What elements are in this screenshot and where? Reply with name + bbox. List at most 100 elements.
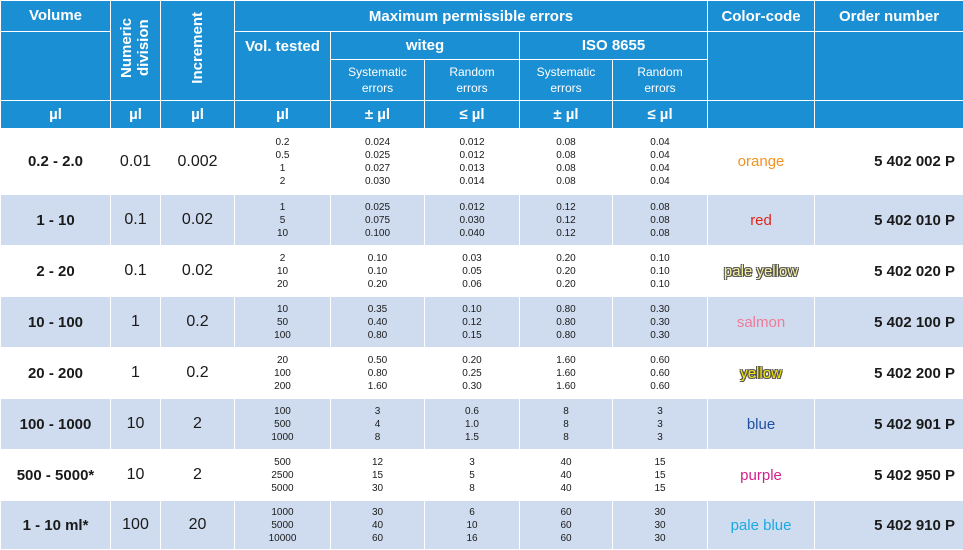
vol-tested-cell-value: 20 — [235, 354, 330, 367]
numeric-division-cell: 1 — [111, 348, 161, 399]
volume-cell: 1 - 10 ml* — [1, 501, 111, 550]
unit-iso-systematic: ± µl — [520, 101, 613, 129]
witeg-random-cell-value: 3 — [425, 456, 519, 469]
iso-random-cell-value: 0.04 — [613, 175, 707, 188]
witeg-random-cell-value: 0.6 — [425, 405, 519, 418]
header-color-code: Color-code — [708, 1, 815, 32]
witeg-systematic-cell-value: 0.100 — [331, 227, 424, 240]
header-witeg-systematic: Systematic errors — [331, 60, 425, 101]
unit-increment: µl — [161, 101, 235, 129]
witeg-systematic-cell-value: 0.024 — [331, 136, 424, 149]
vol-tested-cell-value: 0.2 — [235, 136, 330, 149]
iso-random-cell-value: 3 — [613, 405, 707, 418]
header-numeric-division: Numeric division — [111, 1, 161, 101]
unit-numeric-division: µl — [111, 101, 161, 129]
vol-tested-cell-value: 100 — [235, 405, 330, 418]
iso-systematic-cell-value: 0.08 — [520, 162, 612, 175]
color-code-cell: red — [708, 195, 815, 246]
header-iso: ISO 8655 — [520, 32, 708, 60]
iso-systematic-cell-value: 60 — [520, 519, 612, 532]
volume-cell: 500 - 5000* — [1, 450, 111, 501]
witeg-random-cell-value: 0.014 — [425, 175, 519, 188]
witeg-random-cell-value: 0.05 — [425, 265, 519, 278]
vol-tested-cell-value: 200 — [235, 380, 330, 393]
vol-tested-cell-value: 20 — [235, 278, 330, 291]
color-code-cell: orange — [708, 129, 815, 195]
iso-random-cell-value: 0.04 — [613, 149, 707, 162]
header-max-errors: Maximum permissible errors — [235, 1, 708, 32]
iso-random-cell-value: 0.30 — [613, 329, 707, 342]
iso-random-cell-value: 0.60 — [613, 354, 707, 367]
increment-cell: 0.002 — [161, 129, 235, 195]
iso-systematic-cell-value: 60 — [520, 532, 612, 545]
witeg-systematic-cell-value: 0.80 — [331, 367, 424, 380]
volume-cell: 100 - 1000 — [1, 399, 111, 450]
color-code-cell: pale yellow — [708, 246, 815, 297]
witeg-random-cell-value: 0.012 — [425, 201, 519, 214]
witeg-systematic-cell-value: 30 — [331, 506, 424, 519]
header-volume: Volume — [1, 1, 111, 32]
vol-tested-cell-value: 500 — [235, 456, 330, 469]
color-code-cell: yellow — [708, 348, 815, 399]
vol-tested-cell-value: 5000 — [235, 519, 330, 532]
numeric-division-cell: 10 — [111, 399, 161, 450]
iso-systematic-cell-value: 0.08 — [520, 149, 612, 162]
witeg-random-cell-value: 0.03 — [425, 252, 519, 265]
iso-random-cell-value: 0.04 — [613, 136, 707, 149]
header-vol-tested: Vol. tested — [235, 32, 331, 101]
witeg-systematic-cell-value: 0.35 — [331, 303, 424, 316]
iso-random-cell-value: 0.10 — [613, 252, 707, 265]
iso-random-cell-value: 15 — [613, 482, 707, 495]
vol-tested-cell-value: 500 — [235, 418, 330, 431]
iso-systematic-cell-value: 0.20 — [520, 252, 612, 265]
iso-systematic-cell-value: 0.80 — [520, 303, 612, 316]
color-code-cell: pale blue — [708, 501, 815, 550]
witeg-random-cell-value: 6 — [425, 506, 519, 519]
iso-random-cell-value: 0.08 — [613, 227, 707, 240]
increment-cell: 20 — [161, 501, 235, 550]
witeg-systematic-cell-value: 0.40 — [331, 316, 424, 329]
witeg-random-cell-value: 0.030 — [425, 214, 519, 227]
iso-systematic-cell-value: 1.60 — [520, 354, 612, 367]
header-increment: Increment — [161, 1, 235, 101]
iso-random-cell-value: 0.04 — [613, 162, 707, 175]
numeric-division-cell: 10 — [111, 450, 161, 501]
vol-tested-cell-value: 1 — [235, 162, 330, 175]
vol-tested-cell-value: 2500 — [235, 469, 330, 482]
color-code-cell: purple — [708, 450, 815, 501]
vol-tested-cell-value: 0.5 — [235, 149, 330, 162]
iso-random-cell-value: 0.30 — [613, 316, 707, 329]
vol-tested-cell-value: 1000 — [235, 431, 330, 444]
unit-order-spacer — [815, 101, 963, 129]
witeg-systematic-cell-value: 0.10 — [331, 265, 424, 278]
numeric-division-cell: 100 — [111, 501, 161, 550]
unit-color-spacer — [708, 101, 815, 129]
order-number-cell: 5 402 910 P — [815, 501, 963, 550]
order-number-cell: 5 402 002 P — [815, 129, 963, 195]
iso-random-cell-value: 3 — [613, 418, 707, 431]
iso-systematic-cell-value: 40 — [520, 469, 612, 482]
witeg-systematic-cell-value: 0.027 — [331, 162, 424, 175]
witeg-random-cell-value: 0.10 — [425, 303, 519, 316]
